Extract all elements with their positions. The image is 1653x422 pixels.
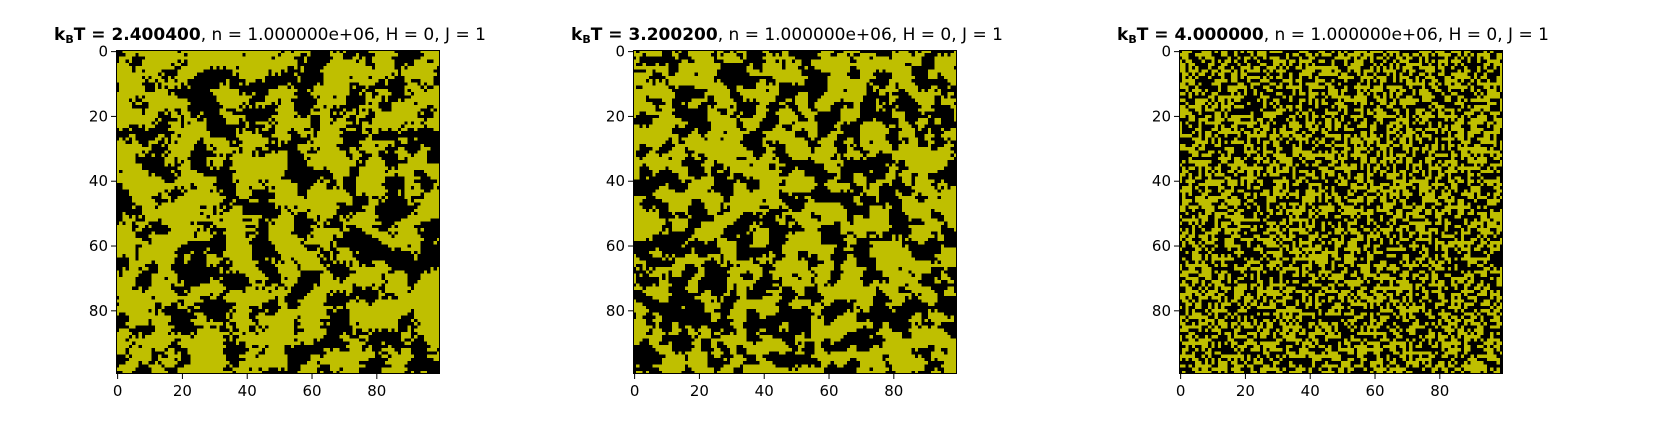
x-tick-label: 60 xyxy=(819,382,838,400)
y-tick-label: 40 xyxy=(606,172,625,190)
y-tick-label: 20 xyxy=(89,107,108,125)
spin-lattice-heatmap xyxy=(633,50,957,374)
panel-title: kBT = 4.000000, n = 1.000000e+06, H = 0,… xyxy=(1117,25,1549,46)
x-tick-label: 80 xyxy=(367,382,386,400)
x-tick-label: 60 xyxy=(302,382,321,400)
x-tick-label: 80 xyxy=(1430,382,1449,400)
y-tick-label: 0 xyxy=(98,43,108,61)
y-tick-label: 20 xyxy=(1152,107,1171,125)
spin-lattice-heatmap xyxy=(1179,50,1503,374)
x-tick-label: 80 xyxy=(884,382,903,400)
x-tick-label: 20 xyxy=(173,382,192,400)
y-tick-label: 60 xyxy=(89,237,108,255)
x-tick-label: 40 xyxy=(238,382,257,400)
y-tick-label: 60 xyxy=(606,237,625,255)
panel-title: kBT = 3.200200, n = 1.000000e+06, H = 0,… xyxy=(571,25,1003,46)
y-tick-label: 20 xyxy=(606,107,625,125)
axes: 0 20 40 60 80 0 20 40 60 80 xyxy=(606,43,903,400)
x-tick-label: 40 xyxy=(1301,382,1320,400)
ising-panel-3: kBT = 4.000000, n = 1.000000e+06, H = 0,… xyxy=(1083,0,1583,422)
x-tick-label: 40 xyxy=(755,382,774,400)
y-tick-label: 40 xyxy=(89,172,108,190)
y-tick-label: 80 xyxy=(606,302,625,320)
x-tick-label: 0 xyxy=(1176,382,1186,400)
y-tick-label: 0 xyxy=(615,43,625,61)
y-tick-label: 40 xyxy=(1152,172,1171,190)
y-tick-label: 80 xyxy=(1152,302,1171,320)
x-tick-label: 20 xyxy=(1236,382,1255,400)
axes: 0 20 40 60 80 0 20 40 60 80 xyxy=(1152,43,1449,400)
x-tick-label: 20 xyxy=(690,382,709,400)
x-tick-label: 0 xyxy=(113,382,123,400)
x-tick-label: 0 xyxy=(630,382,640,400)
y-tick-label: 60 xyxy=(1152,237,1171,255)
ising-panel-2: kBT = 3.200200, n = 1.000000e+06, H = 0,… xyxy=(537,0,1037,422)
spin-lattice-heatmap xyxy=(116,50,440,374)
panel-title: kBT = 2.400400, n = 1.000000e+06, H = 0,… xyxy=(54,25,486,46)
y-tick-label: 0 xyxy=(1161,43,1171,61)
axes: 0 20 40 60 80 0 20 40 60 80 xyxy=(89,43,386,400)
ising-panel-1: kBT = 2.400400, n = 1.000000e+06, H = 0,… xyxy=(20,0,520,422)
x-tick-label: 60 xyxy=(1365,382,1384,400)
y-tick-label: 80 xyxy=(89,302,108,320)
